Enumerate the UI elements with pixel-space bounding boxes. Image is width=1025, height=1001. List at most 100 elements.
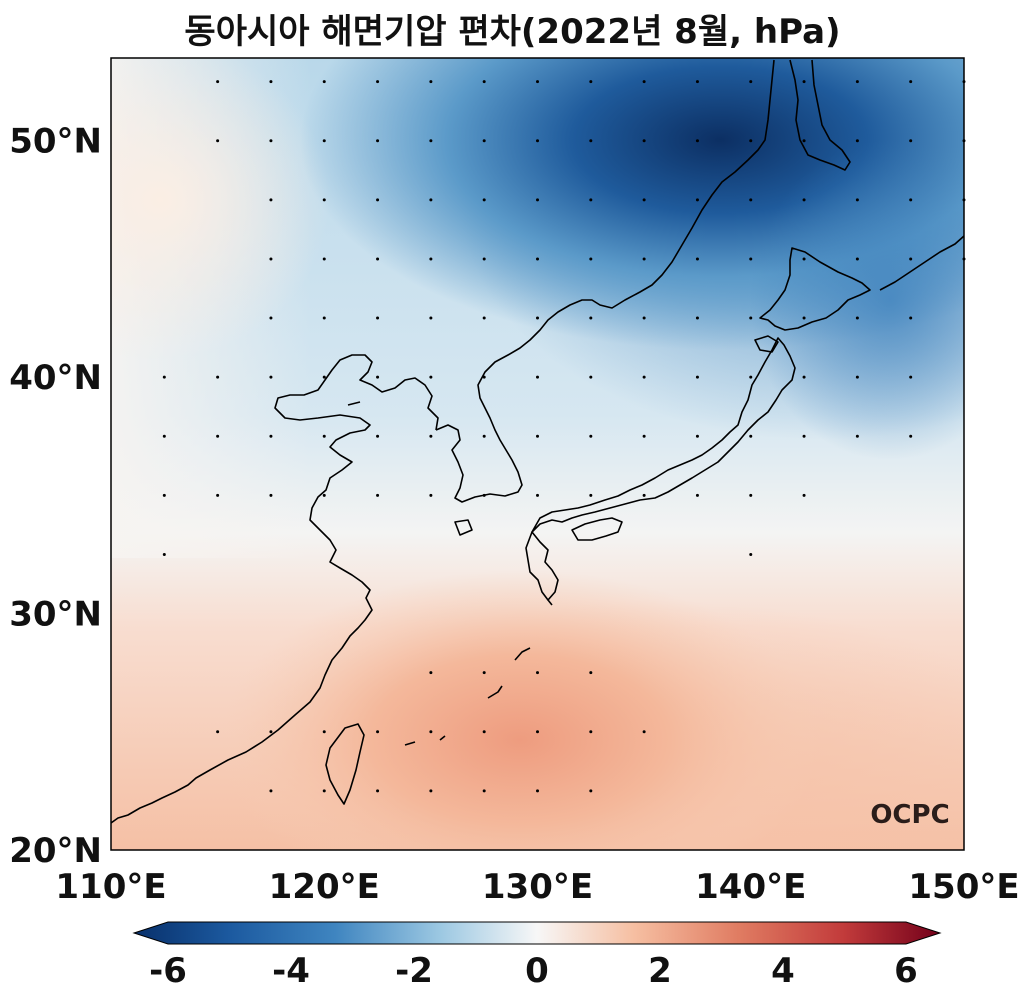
significance-dot [322,730,326,734]
significance-dot [429,789,433,793]
significance-dot [322,789,326,793]
japan-shikoku [571,517,623,541]
significance-dot [536,789,539,793]
coastlines [111,59,964,824]
significance-dot [269,493,273,497]
significance-dot [536,80,539,84]
significance-dot [536,434,539,438]
significance-dot [855,198,859,202]
significance-dot [695,434,699,438]
significance-dot [855,434,859,438]
colorbar-tick-label: -2 [395,951,433,991]
significance-dot [429,139,433,143]
significance-dot [376,139,380,143]
significance-dot [376,730,380,734]
ocpc-logo: OCPC [870,800,949,830]
significance-dot [749,316,753,320]
significance-dot [749,257,753,261]
significance-dot [589,198,593,202]
significance-dot [909,375,913,379]
significance-dot [269,80,273,84]
x-axis-ticks: 110°E 120°E 130°E 140°E 150°E [55,867,1019,907]
significance-dot [855,375,859,379]
japan-honshu [531,337,796,533]
significance-dot [536,316,539,320]
colorbar-tick-label: -6 [149,951,187,991]
significance-dot [482,316,486,320]
significance-dot [749,80,753,84]
significance-dot [322,434,326,438]
significance-dot [695,139,699,143]
colorbar-tick-label: 6 [894,951,918,991]
significance-dot [909,434,913,438]
significance-dot [695,257,699,261]
significance-dot [642,730,646,734]
colorbar-bar [132,921,942,945]
significance-dot [376,434,380,438]
kuril-islands [879,235,964,291]
significance-dot [642,375,646,379]
significance-dot [429,730,433,734]
significance-dot [482,671,486,675]
significance-dot [536,493,539,497]
significance-dot [482,198,486,202]
colorbar-tick-label: 2 [648,951,672,991]
significance-dot [216,730,220,734]
significance-dot [642,80,646,84]
significance-dot [589,434,593,438]
significance-dot [482,80,486,84]
japan-hokkaido [759,247,871,331]
significance-dot [855,257,859,261]
significance-dot [589,671,593,675]
map-title: 동아시아 해면기압 편차(2022년 8월, hPa) [184,12,841,52]
significance-dot [749,493,753,497]
significance-dot [322,257,326,261]
ryukyu-islands [487,685,503,699]
significance-dot [749,434,753,438]
significance-dot [376,198,380,202]
significance-dot [376,789,380,793]
significance-dot [695,493,699,497]
significance-dot [269,257,273,261]
significance-dot [429,316,433,320]
significance-dot [909,139,913,143]
y-axis-ticks: 20°N 30°N 40°N 50°N [9,122,102,871]
anomaly-field [111,58,964,850]
significance-dot [642,139,646,143]
significance-dot [749,375,753,379]
significance-dot [536,139,539,143]
significance-dot [802,434,806,438]
sakhalin [789,59,851,171]
significance-dot [322,139,326,143]
significance-dot [482,375,486,379]
japan-kyushu [525,531,559,601]
significance-dot [802,375,806,379]
x-tick-label: 120°E [269,867,380,907]
colorbar-ticks: -6 -4 -2 0 2 4 6 [149,951,918,991]
significance-dot [269,375,273,379]
jeju-island [454,519,473,536]
coast-detail [347,401,361,406]
colorbar: -6 -4 -2 0 2 4 6 [132,921,942,991]
significance-dot [429,198,433,202]
significance-dot [855,139,859,143]
significance-dot [482,434,486,438]
significance-dot [482,789,486,793]
tsugaru-detail [754,335,779,353]
significance-dot [802,493,806,497]
significance-dot [802,257,806,261]
y-tick-label: 50°N [9,122,102,162]
significance-dot [429,671,433,675]
x-tick-label: 130°E [482,867,593,907]
significance-dot [269,316,273,320]
significance-dot [749,139,753,143]
significance-dot [695,80,699,84]
significance-dot [802,198,806,202]
significance-dot [909,257,913,261]
significance-dot [216,493,220,497]
significance-dot [376,316,380,320]
significance-dot [695,198,699,202]
significance-dot [429,257,433,261]
colorbar-tick-label: 4 [771,951,795,991]
